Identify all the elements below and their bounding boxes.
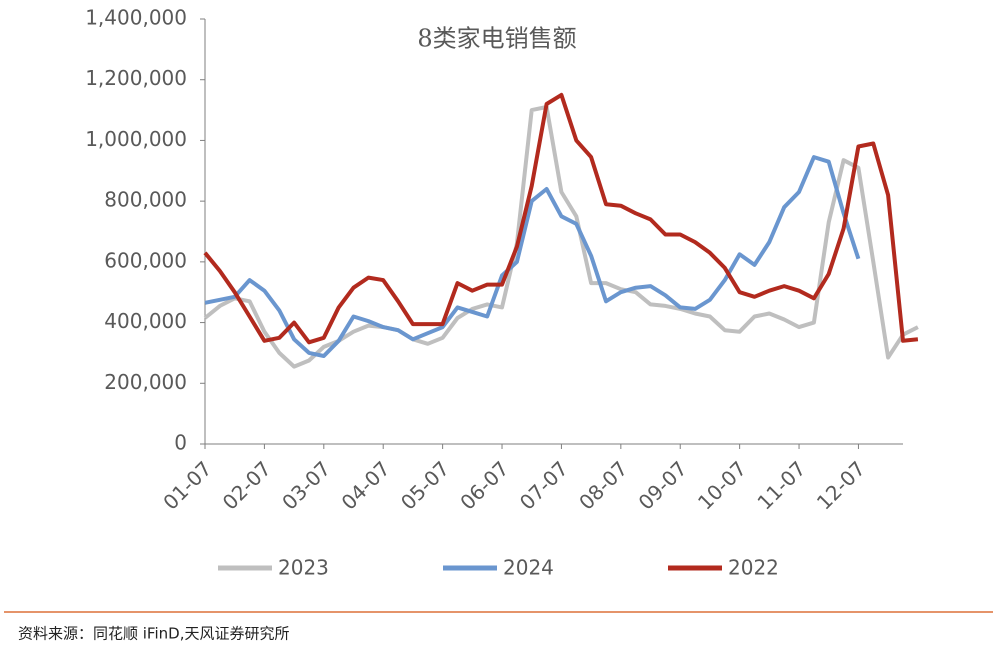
legend-label: 2022 — [728, 556, 779, 580]
y-tick-label: 1,000,000 — [85, 127, 187, 151]
legend-label: 2024 — [503, 556, 554, 580]
y-tick-label: 600,000 — [104, 248, 187, 272]
x-tick-label: 08-07 — [574, 456, 632, 514]
y-tick-label: 200,000 — [104, 370, 187, 394]
x-tick-label: 02-07 — [218, 456, 276, 514]
x-tick-label: 09-07 — [634, 456, 692, 514]
chart-title: 8类家电销售额 — [417, 25, 576, 53]
x-tick-label: 11-07 — [752, 456, 810, 514]
series-line — [203, 105, 919, 369]
y-tick-label: 1,400,000 — [85, 6, 187, 30]
x-tick-label: 12-07 — [812, 456, 870, 514]
x-tick-label: 07-07 — [515, 456, 573, 514]
x-tick-label: 04-07 — [337, 456, 395, 514]
legend-label: 2023 — [278, 556, 329, 580]
y-tick-label: 0 — [174, 431, 187, 455]
x-tick-label: 06-07 — [455, 456, 513, 514]
source-note: 资料来源：同花顺 iFinD,天风证券研究所 — [18, 625, 289, 643]
x-tick-label: 03-07 — [277, 456, 335, 514]
series-line — [204, 155, 861, 358]
series-line — [203, 92, 919, 345]
x-tick-label: 05-07 — [396, 456, 454, 514]
x-tick-label: 10-07 — [693, 456, 751, 514]
y-tick-label: 1,200,000 — [85, 66, 187, 90]
x-tick-label: 01-07 — [158, 456, 216, 514]
y-tick-label: 800,000 — [104, 188, 187, 212]
y-tick-label: 400,000 — [104, 309, 187, 333]
